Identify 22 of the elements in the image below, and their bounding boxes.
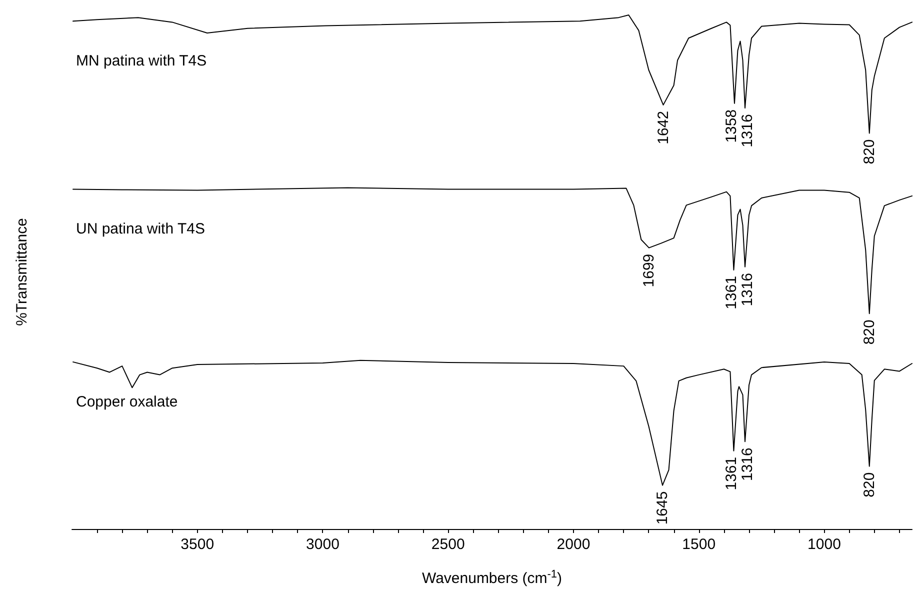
x-tick-label: 1000 [808, 536, 841, 553]
annotation: 1316 [738, 448, 756, 481]
annotation: 1699 [640, 254, 658, 288]
annotation: 820 [860, 139, 878, 164]
text: UN patina with T4S [76, 220, 205, 238]
annotation: 1645 [654, 491, 672, 525]
annotation: 1316 [739, 114, 756, 148]
annotation: 1361 [722, 276, 740, 310]
x-tick-label: 3000 [306, 536, 340, 553]
x-tick-label: 2000 [556, 536, 590, 553]
annotation: 1642 [654, 110, 672, 144]
annotation: 820 [860, 472, 878, 498]
x-tick-label: 3500 [180, 536, 214, 553]
series-label: Copper oxalate [76, 393, 178, 410]
x-tick-label: 2500 [431, 536, 465, 553]
series-label: MN patina with T4S [76, 52, 207, 70]
annotation: 820 [860, 320, 878, 345]
annotation: 1361 [722, 456, 740, 490]
x-tick-label: 1500 [682, 536, 716, 553]
y-axis-title: %Transmittance [14, 218, 30, 326]
annotation: 1358 [723, 109, 740, 143]
annotation: 1316 [738, 272, 756, 306]
